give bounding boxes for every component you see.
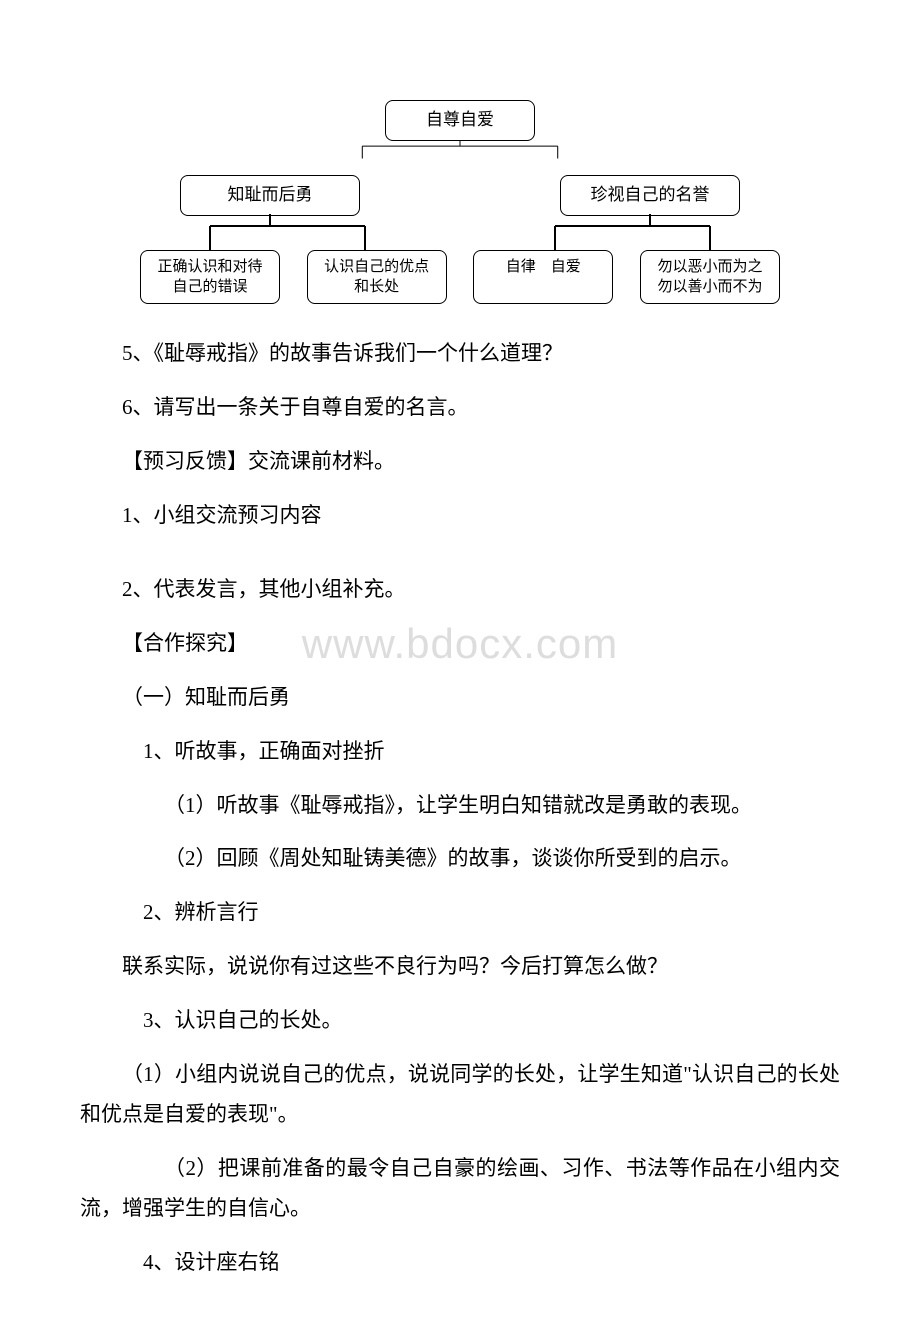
diagram-leaf-1: 正确认识和对待 自己的错误: [140, 250, 280, 305]
diagram-connectors-2: [140, 214, 780, 250]
section-preview-title: 【预习反馈】交流课前材料。: [80, 442, 840, 482]
leaf-line: 和长处: [312, 277, 442, 297]
question-5: 5、《耻辱戒指》的故事告诉我们一个什么道理？: [80, 334, 840, 374]
diagram-node-l2-right: 珍视自己的名誉: [560, 175, 740, 216]
question-6: 6、请写出一条关于自尊自爱的名言。: [80, 388, 840, 428]
preview-item-1: 1、小组交流预习内容: [80, 496, 840, 536]
diagram-leaf-4: 勿以恶小而为之 勿以善小而不为: [640, 250, 780, 305]
leaf-line: 勿以恶小而为之: [645, 257, 775, 277]
coop-a1-2: （2）回顾《周处知耻铸美德》的故事，谈谈你所受到的启示。: [80, 839, 840, 879]
diagram-connectors-1: [140, 140, 780, 176]
diagram-row-1: 自尊自爱: [140, 100, 780, 141]
page-content: 自尊自爱 知耻而后勇 珍视自己的名誉: [80, 100, 840, 1282]
coop-a3-1: （1）小组内说说自己的优点，说说同学的长处，让学生知道"认识自己的长处和优点是自…: [80, 1055, 840, 1135]
leaf-line: 自己的错误: [145, 277, 275, 297]
coop-a3: 3、认识自己的长处。: [80, 1001, 840, 1041]
diagram-leaf-2: 认识自己的优点 和长处: [307, 250, 447, 305]
leaf-line: 勿以善小而不为: [645, 277, 775, 297]
coop-a-heading: （一）知耻而后勇: [80, 678, 840, 718]
coop-a3-2: （2）把课前准备的最令自己自豪的绘画、习作、书法等作品在小组内交流，增强学生的自…: [80, 1149, 840, 1229]
section-coop-title: 【合作探究】: [80, 624, 840, 664]
coop-a1: 1、听故事，正确面对挫折: [80, 732, 840, 772]
diagram-root-node: 自尊自爱: [385, 100, 535, 141]
diagram-row-2: 知耻而后勇 珍视自己的名誉: [140, 175, 780, 216]
diagram-row-3: 正确认识和对待 自己的错误 认识自己的优点 和长处 自律 自爱 勿以恶小而为之 …: [140, 250, 780, 305]
diagram-leaf-3: 自律 自爱: [473, 250, 613, 305]
concept-diagram: 自尊自爱 知耻而后勇 珍视自己的名誉: [140, 100, 780, 304]
leaf-line: 认识自己的优点: [312, 257, 442, 277]
diagram-node-l2-left: 知耻而后勇: [180, 175, 360, 216]
coop-a4: 4、设计座右铭: [80, 1243, 840, 1283]
coop-a1-1: （1）听故事《耻辱戒指》，让学生明白知错就改是勇敢的表现。: [80, 786, 840, 826]
leaf-line: 正确认识和对待: [145, 257, 275, 277]
coop-a2-body: 联系实际，说说你有过这些不良行为吗？今后打算怎么做？: [80, 947, 840, 987]
coop-a2: 2、辨析言行: [80, 893, 840, 933]
preview-item-2: 2、代表发言，其他小组补充。: [80, 570, 840, 610]
